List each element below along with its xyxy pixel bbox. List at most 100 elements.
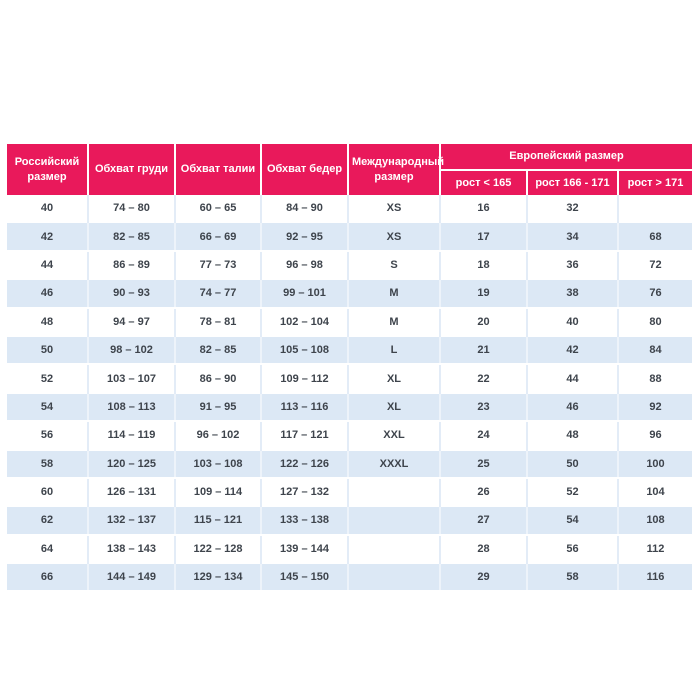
table-cell: 56 <box>7 421 88 450</box>
table-row: 40 74 – 80 60 – 65 84 – 90 XS 16 32 <box>7 195 692 223</box>
header-european-size-group: Европейский размер <box>439 144 692 170</box>
table-cell: XXL <box>347 421 440 450</box>
table-cell: 54 <box>526 505 618 536</box>
table-cell: 145 – 150 <box>260 562 348 593</box>
table-cell: 22 <box>439 364 527 393</box>
table-cell: 76 <box>617 278 692 309</box>
header-russian-size: Российский размер <box>7 144 88 195</box>
header-height-gt-171: рост > 171 <box>617 169 692 195</box>
table-cell: 52 <box>7 364 88 393</box>
table-cell: 122 – 126 <box>260 448 348 479</box>
table-cell: 103 – 107 <box>87 364 175 393</box>
table-row: 56 114 – 119 96 – 102 117 – 121 XXL 24 48 96 <box>7 421 692 450</box>
table-cell: 77 – 73 <box>174 250 261 280</box>
table-cell <box>347 477 440 507</box>
header-waist: Обхват талии <box>174 144 261 195</box>
table-row: 44 86 – 89 77 – 73 96 – 98 S 18 36 72 <box>7 250 692 280</box>
table-cell: 58 <box>7 448 88 479</box>
table-row: 58 120 – 125 103 – 108 122 – 126 XXXL 25 50 100 <box>7 448 692 479</box>
table-cell: M <box>347 307 440 336</box>
table-cell: 139 – 144 <box>260 534 348 564</box>
table-cell: 40 <box>7 195 88 223</box>
table-cell: 112 <box>617 534 692 564</box>
table-cell: 18 <box>439 250 527 280</box>
header-international-size: Международный размер <box>347 144 444 195</box>
table-cell: 86 – 90 <box>174 364 261 393</box>
table-cell: 115 – 121 <box>174 505 261 536</box>
table-cell: 25 <box>439 448 527 479</box>
table-cell: 105 – 108 <box>260 334 348 366</box>
header-height-166-171: рост 166 - 171 <box>526 169 618 195</box>
table-cell: 103 – 108 <box>174 448 261 479</box>
table-cell: 23 <box>439 391 527 423</box>
table-cell: 109 – 112 <box>260 364 348 393</box>
table-cell: 16 <box>439 195 527 223</box>
table-cell: 117 – 121 <box>260 421 348 450</box>
table-cell: XS <box>347 195 440 223</box>
table-cell: 92 – 95 <box>260 221 348 252</box>
table-cell: 108 – 113 <box>87 391 175 423</box>
table-cell: 28 <box>439 534 527 564</box>
size-chart-header: Российский размер Обхват груди Обхват та… <box>7 144 692 195</box>
table-cell: 99 – 101 <box>260 278 348 309</box>
table-cell: 46 <box>526 391 618 423</box>
table-row: 54 108 – 113 91 – 95 113 – 116 XL 23 46 92 <box>7 391 692 423</box>
table-cell: 66 – 69 <box>174 221 261 252</box>
table-cell <box>347 505 440 536</box>
table-cell: 24 <box>439 421 527 450</box>
table-cell: 40 <box>526 307 618 336</box>
table-cell: 50 <box>526 448 618 479</box>
size-chart-table: Российский размер Обхват груди Обхват та… <box>7 144 692 593</box>
table-cell: 20 <box>439 307 527 336</box>
table-cell: 48 <box>526 421 618 450</box>
table-cell: 132 – 137 <box>87 505 175 536</box>
table-cell: 74 – 77 <box>174 278 261 309</box>
table-cell: 96 – 102 <box>174 421 261 450</box>
table-cell: 138 – 143 <box>87 534 175 564</box>
header-chest: Обхват груди <box>87 144 175 195</box>
table-cell: 82 – 85 <box>87 221 175 252</box>
table-cell: XXXL <box>347 448 440 479</box>
table-cell: 94 – 97 <box>87 307 175 336</box>
table-cell: 98 – 102 <box>87 334 175 366</box>
table-cell: 19 <box>439 278 527 309</box>
table-row: 42 82 – 85 66 – 69 92 – 95 XS 17 34 68 <box>7 221 692 252</box>
table-cell: 26 <box>439 477 527 507</box>
table-cell: 54 <box>7 391 88 423</box>
table-cell: 90 – 93 <box>87 278 175 309</box>
header-hips: Обхват бедер <box>260 144 348 195</box>
table-cell: 42 <box>7 221 88 252</box>
table-cell: 104 <box>617 477 692 507</box>
table-row: 66 144 – 149 129 – 134 145 – 150 29 58 116 <box>7 562 692 593</box>
table-row: 50 98 – 102 82 – 85 105 – 108 L 21 42 84 <box>7 334 692 366</box>
table-cell: 29 <box>439 562 527 593</box>
table-cell: 74 – 80 <box>87 195 175 223</box>
table-cell: 46 <box>7 278 88 309</box>
table-cell: M <box>347 278 440 309</box>
table-cell: 92 <box>617 391 692 423</box>
table-cell: 38 <box>526 278 618 309</box>
table-cell: 32 <box>526 195 618 223</box>
table-cell: L <box>347 334 440 366</box>
header-row-main: Российский размер Обхват груди Обхват та… <box>7 144 692 195</box>
table-row: 64 138 – 143 122 – 128 139 – 144 28 56 112 <box>7 534 692 564</box>
size-chart-container: Российский размер Обхват груди Обхват та… <box>7 144 692 593</box>
table-cell: 64 <box>7 534 88 564</box>
table-cell: 58 <box>526 562 618 593</box>
table-cell: XL <box>347 391 440 423</box>
table-cell: 109 – 114 <box>174 477 261 507</box>
table-cell <box>347 562 440 593</box>
table-cell: 126 – 131 <box>87 477 175 507</box>
table-cell: 100 <box>617 448 692 479</box>
table-cell: 60 <box>7 477 88 507</box>
table-row: 46 90 – 93 74 – 77 99 – 101 M 19 38 76 <box>7 278 692 309</box>
table-cell: 68 <box>617 221 692 252</box>
table-cell: 60 – 65 <box>174 195 261 223</box>
table-cell: 96 – 98 <box>260 250 348 280</box>
table-cell: 91 – 95 <box>174 391 261 423</box>
table-cell: 21 <box>439 334 527 366</box>
table-cell: 17 <box>439 221 527 252</box>
table-cell: 36 <box>526 250 618 280</box>
table-cell: 84 – 90 <box>260 195 348 223</box>
table-cell: 122 – 128 <box>174 534 261 564</box>
